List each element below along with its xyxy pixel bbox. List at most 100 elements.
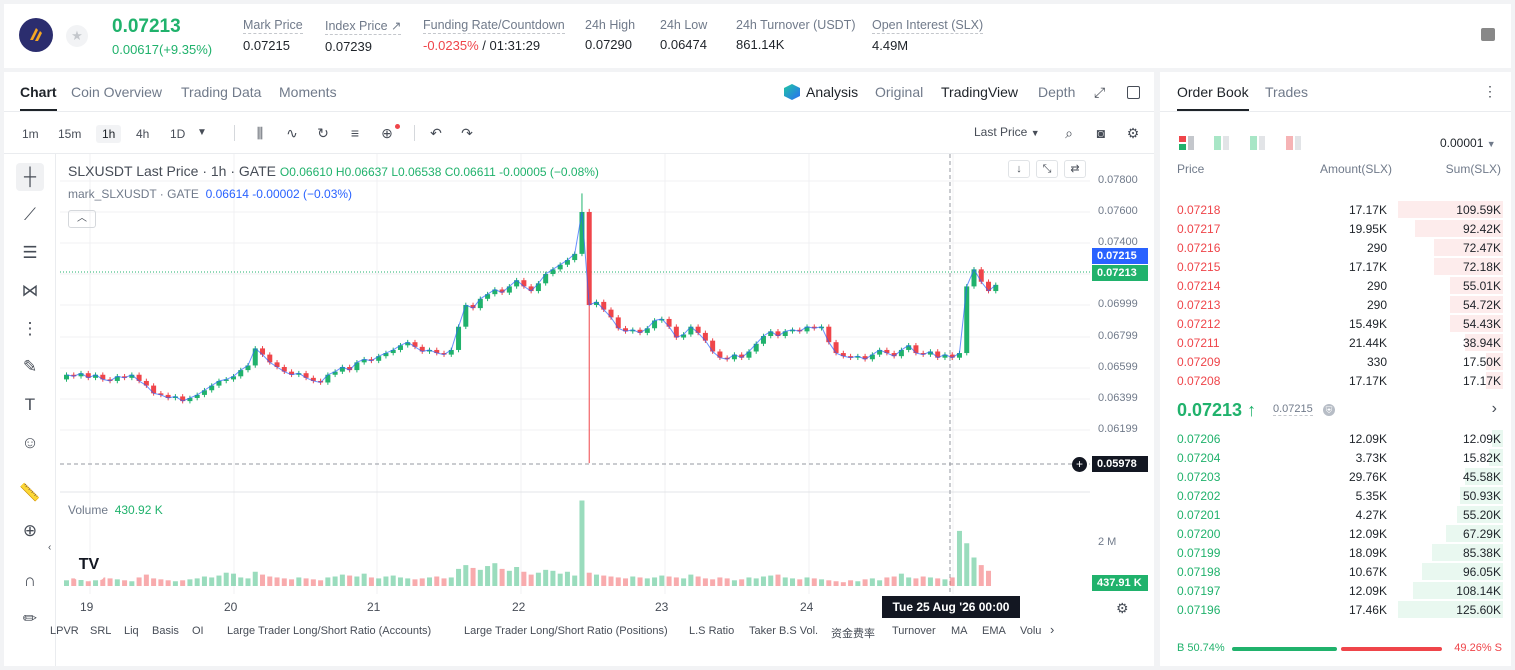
collapse-legend-button[interactable]: ︿ <box>68 210 96 228</box>
window-icon[interactable] <box>1127 86 1140 99</box>
bid-row[interactable]: 0.07199 18.09K 85.38K <box>1160 543 1511 562</box>
indicators-icon[interactable]: ∿ <box>286 125 298 141</box>
ask-row[interactable]: 0.07218 17.17K 109.59K <box>1160 200 1511 219</box>
ask-row[interactable]: 0.07209 330 17.50K <box>1160 352 1511 371</box>
book-mode-buy-icon[interactable] <box>1214 136 1230 150</box>
replay-icon[interactable]: ↻ <box>317 125 329 141</box>
bid-row[interactable]: 0.07200 12.09K 67.29K <box>1160 524 1511 543</box>
magnet-icon[interactable]: ∩ <box>23 571 37 590</box>
timeframe-4h[interactable]: 4h <box>136 127 150 141</box>
indicator-item[interactable]: Taker B.S Vol. <box>749 625 819 637</box>
price-source-select[interactable]: Last Price ▼ <box>974 125 1040 139</box>
ask-row[interactable]: 0.07216 290 72.47K <box>1160 238 1511 257</box>
bid-row[interactable]: 0.07206 12.09K 12.09K <box>1160 429 1511 448</box>
ask-row[interactable]: 0.07215 17.17K 72.18K <box>1160 257 1511 276</box>
chevron-left-icon[interactable]: ‹ <box>48 542 52 553</box>
indicator-item[interactable]: Large Trader Long/Short Ratio (Accounts) <box>227 625 432 637</box>
indicator-item[interactable]: 资金费率 <box>831 628 875 640</box>
indicator-item[interactable]: Basis <box>152 625 179 637</box>
add-plus-icon[interactable]: + <box>1072 457 1087 472</box>
notebook-icon[interactable] <box>1481 28 1495 41</box>
timeframe-1h[interactable]: 1h <box>96 125 122 143</box>
bid-row[interactable]: 0.07203 29.76K 45.58K <box>1160 467 1511 486</box>
indicator-item[interactable]: OI <box>192 625 204 637</box>
ask-row[interactable]: 0.07214 290 55.01K <box>1160 276 1511 295</box>
candle-type-icon[interactable]: ⫼ <box>256 125 264 141</box>
timeframe-1m[interactable]: 1m <box>22 127 39 141</box>
chart-settings-icon[interactable]: ⚙ <box>1116 600 1129 616</box>
bid-row[interactable]: 0.07201 4.27K 55.20K <box>1160 505 1511 524</box>
tab-trades[interactable]: Trades <box>1265 84 1309 100</box>
tab-moments[interactable]: Moments <box>279 84 337 100</box>
trend-line-icon[interactable]: ⟋ <box>24 205 36 224</box>
book-mode-asks-icon[interactable] <box>1286 136 1302 150</box>
candlestick-chart[interactable] <box>60 154 1090 666</box>
buy-ratio-bar <box>1232 647 1337 651</box>
collapse-icon[interactable]: ⤡ <box>1036 160 1058 178</box>
fib-icon[interactable]: ⋮ <box>21 319 39 338</box>
brush-icon[interactable]: ✎ <box>22 357 38 376</box>
indicator-item[interactable]: MA <box>951 625 968 637</box>
timeframe-1d[interactable]: 1D <box>170 127 186 141</box>
zoom-in-icon[interactable]: ⊕ <box>22 521 38 540</box>
indicator-item[interactable]: L.S Ratio <box>689 625 735 637</box>
book-mode-sell-icon[interactable] <box>1250 136 1266 150</box>
ask-row[interactable]: 0.07212 15.49K 54.43K <box>1160 314 1511 333</box>
add-alert-icon[interactable]: ⊕ <box>381 125 393 141</box>
chevron-right-icon[interactable]: › <box>1491 400 1497 417</box>
time-axis[interactable]: 19 20 21 22 23 24 <box>60 594 1090 618</box>
view-analysis[interactable]: Analysis <box>806 84 859 100</box>
book-mode-both-icon[interactable] <box>1179 136 1195 150</box>
indicator-item[interactable]: Large Trader Long/Short Ratio (Positions… <box>464 625 668 637</box>
expand-icon[interactable]: ⤢ <box>1094 84 1106 100</box>
view-original[interactable]: Original <box>875 84 924 100</box>
indicator-item[interactable]: Volu <box>1020 625 1042 637</box>
bid-row[interactable]: 0.07204 3.73K 15.82K <box>1160 448 1511 467</box>
crosshair-icon[interactable]: ┼ <box>16 163 44 191</box>
candle-body <box>274 362 280 367</box>
chevron-right-icon[interactable]: › <box>1050 622 1055 637</box>
pencil-lock-icon[interactable]: ✏ <box>22 609 38 628</box>
price-axis[interactable]: 0.07800 0.07600 0.07400 0.06999 0.06799 … <box>1090 154 1154 584</box>
tab-coin-overview[interactable]: Coin Overview <box>71 84 163 100</box>
ask-row[interactable]: 0.07217 19.95K 92.42K <box>1160 219 1511 238</box>
ask-row[interactable]: 0.07213 290 54.72K <box>1160 295 1511 314</box>
emoji-icon[interactable]: ☺ <box>21 433 39 452</box>
indicator-item[interactable]: EMA <box>982 625 1006 637</box>
bid-row[interactable]: 0.07202 5.35K 50.93K <box>1160 486 1511 505</box>
pattern-icon[interactable]: ⋈ <box>21 281 39 300</box>
view-depth[interactable]: Depth <box>1038 84 1076 100</box>
chevron-down-icon[interactable]: ▼ <box>197 127 207 138</box>
search-icon[interactable]: ⌕ <box>1065 125 1073 141</box>
bid-row[interactable]: 0.07197 12.09K 108.14K <box>1160 581 1511 600</box>
templates-icon[interactable]: ≡ <box>350 125 360 141</box>
indicator-item[interactable]: Turnover <box>892 625 936 637</box>
horizontal-lines-icon[interactable]: ☰ <box>22 243 38 262</box>
stat-index-price[interactable]: Index Price ↗ 0.07239 <box>325 19 402 54</box>
view-tradingview[interactable]: TradingView <box>941 84 1019 100</box>
settings-gear-icon[interactable]: ⚙ <box>1126 125 1140 141</box>
bid-row[interactable]: 0.07196 17.46K 125.60K <box>1160 600 1511 619</box>
text-tool-icon[interactable]: T <box>24 395 36 414</box>
indicator-item[interactable]: SRL <box>90 625 112 637</box>
bid-row[interactable]: 0.07198 10.67K 96.05K <box>1160 562 1511 581</box>
candle-body <box>296 373 302 375</box>
camera-icon[interactable]: ◙ <box>1096 125 1106 141</box>
indicator-item[interactable]: Liq <box>124 625 139 637</box>
precision-select[interactable]: 0.00001 ▼ <box>1440 136 1496 150</box>
ask-row[interactable]: 0.07211 21.44K 38.94K <box>1160 333 1511 352</box>
more-options-icon[interactable]: ⋮ <box>1483 83 1497 99</box>
timeframe-15m[interactable]: 15m <box>58 127 82 141</box>
tab-chart[interactable]: Chart <box>20 84 57 111</box>
redo-icon[interactable]: ↷ <box>461 125 473 141</box>
swap-icon[interactable]: ⇄ <box>1064 160 1086 178</box>
undo-icon[interactable]: ↶ <box>430 125 442 141</box>
ask-row[interactable]: 0.07208 17.17K 17.17K <box>1160 371 1511 390</box>
ruler-icon[interactable]: 📏 <box>19 483 41 502</box>
arrow-down-icon[interactable]: ↓ <box>1008 160 1030 178</box>
indicator-item[interactable]: LPVR <box>50 625 79 637</box>
tab-trading-data[interactable]: Trading Data <box>181 84 262 100</box>
tab-order-book[interactable]: Order Book <box>1177 84 1249 111</box>
favorite-star-icon[interactable]: ★ <box>66 25 88 47</box>
depth-bar <box>1413 582 1503 599</box>
